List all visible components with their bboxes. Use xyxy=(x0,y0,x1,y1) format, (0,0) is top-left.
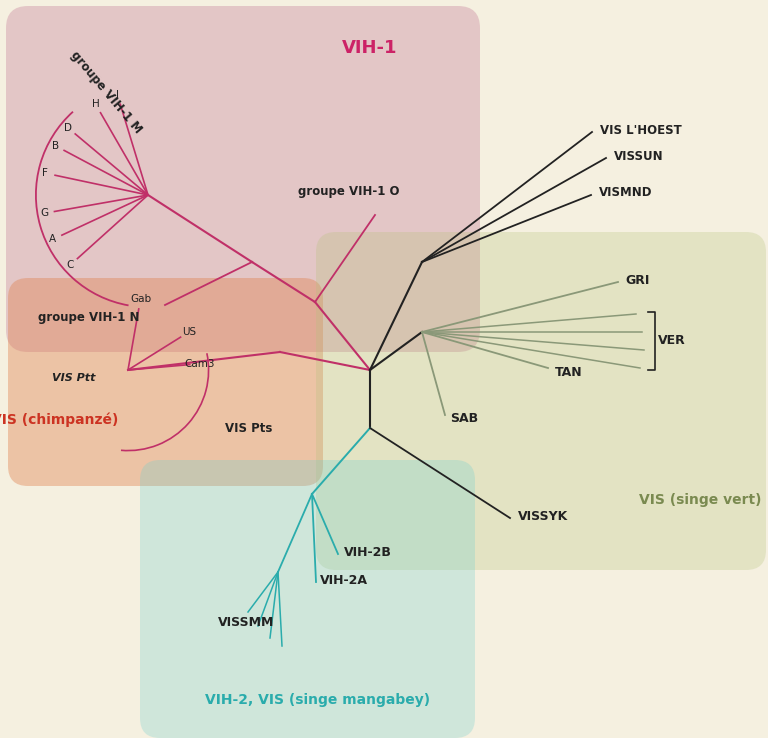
Text: J: J xyxy=(116,89,119,100)
Text: VIS L'HOEST: VIS L'HOEST xyxy=(600,123,682,137)
Text: B: B xyxy=(51,141,59,151)
Text: groupe VIH-1 N: groupe VIH-1 N xyxy=(38,311,140,325)
Text: US: US xyxy=(182,327,196,337)
Text: Cam3: Cam3 xyxy=(184,359,215,369)
FancyBboxPatch shape xyxy=(316,232,766,570)
Text: VER: VER xyxy=(658,334,686,347)
Text: VISSMM: VISSMM xyxy=(218,615,274,629)
Text: D: D xyxy=(64,123,71,133)
Text: G: G xyxy=(41,208,48,218)
Text: TAN: TAN xyxy=(555,365,583,379)
Text: VIH-2B: VIH-2B xyxy=(344,545,392,559)
Text: H: H xyxy=(91,99,99,109)
Text: VIH-1: VIH-1 xyxy=(343,39,398,57)
Text: VIH-2A: VIH-2A xyxy=(320,573,368,587)
Text: F: F xyxy=(42,168,48,178)
Text: groupe VIH-1 M: groupe VIH-1 M xyxy=(68,48,144,136)
Text: Gab: Gab xyxy=(130,294,151,304)
FancyBboxPatch shape xyxy=(6,6,480,352)
Text: VIS (singe vert): VIS (singe vert) xyxy=(639,493,761,507)
Text: VISSYK: VISSYK xyxy=(518,509,568,523)
Text: SAB: SAB xyxy=(450,412,478,424)
Text: groupe VIH-1 O: groupe VIH-1 O xyxy=(298,185,399,199)
Text: VIS Ptt: VIS Ptt xyxy=(52,373,95,383)
FancyBboxPatch shape xyxy=(8,278,323,486)
Text: VIS (chimpanzé): VIS (chimpanzé) xyxy=(0,413,119,427)
Text: VISMND: VISMND xyxy=(599,187,653,199)
Text: GRI: GRI xyxy=(625,274,650,286)
Text: VISSUN: VISSUN xyxy=(614,150,664,162)
Text: VIH-2, VIS (singe mangabey): VIH-2, VIS (singe mangabey) xyxy=(205,693,431,707)
Text: A: A xyxy=(49,235,56,244)
Text: VIS Pts: VIS Pts xyxy=(225,421,273,435)
FancyBboxPatch shape xyxy=(140,460,475,738)
Text: C: C xyxy=(66,261,74,270)
